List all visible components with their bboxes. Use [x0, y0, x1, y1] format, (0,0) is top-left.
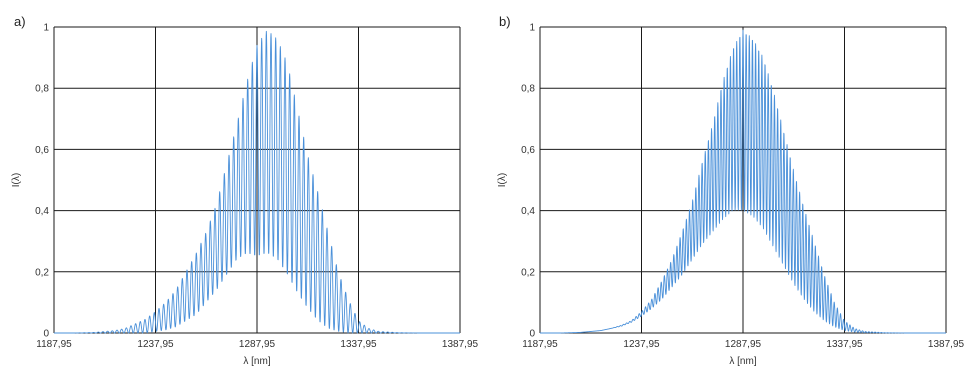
x-tick-label: 1187,95	[36, 339, 72, 350]
chart-panel-b: b) 1187,95 1237,95 1287,95 1337,95 1387,95 0 0…	[483, 0, 966, 370]
y-tick-label: 0,6	[521, 145, 535, 156]
series-line	[53, 30, 461, 334]
x-axis-label: λ [nm]	[243, 356, 270, 367]
y-tick-label: 1	[43, 23, 49, 34]
x-tick-label: 1237,95	[137, 339, 174, 350]
x-tick-label: 1187,95	[522, 339, 558, 350]
x-tick-label: 1287,95	[239, 339, 276, 350]
x-axis-label: λ [nm]	[729, 356, 756, 367]
x-tick-label: 1387,95	[928, 339, 965, 350]
panel-label: a)	[14, 14, 26, 29]
y-axis-label: I(λ)	[11, 173, 22, 187]
x-tick-label: 1337,95	[340, 339, 377, 350]
chart-svg: 1187,95 1237,95 1287,95 1337,95 1387,95 0 0,2 0…	[497, 23, 965, 368]
x-tick-label: 1237,95	[623, 339, 660, 350]
y-tick-label: 0,2	[35, 267, 49, 278]
y-tick-label: 1	[529, 23, 535, 34]
x-tick-label: 1287,95	[725, 339, 762, 350]
y-tick-label: 0,2	[521, 267, 535, 278]
x-tick-label: 1337,95	[826, 339, 863, 350]
y-tick-label: 0	[529, 329, 535, 340]
chart-panel-a: a) 1187,95 1237,95 1287,95 1337,95 1387,95 0 0…	[11, 14, 479, 368]
y-axis-label: I(λ)	[497, 173, 508, 187]
y-tick-label: 0,8	[35, 84, 49, 95]
y-tick-label: 0,6	[35, 145, 49, 156]
x-tick-label: 1387,95	[442, 339, 479, 350]
y-tick-label: 0,4	[35, 206, 49, 217]
series-line	[539, 29, 947, 334]
y-tick-label: 0,4	[521, 206, 535, 217]
y-tick-label: 0,8	[521, 84, 535, 95]
panel-label: b)	[499, 14, 511, 29]
chart-svg: 1187,95 1237,95 1287,95 1337,95 1387,95 0 0,2 0…	[11, 23, 479, 368]
y-tick-label: 0	[43, 329, 49, 340]
